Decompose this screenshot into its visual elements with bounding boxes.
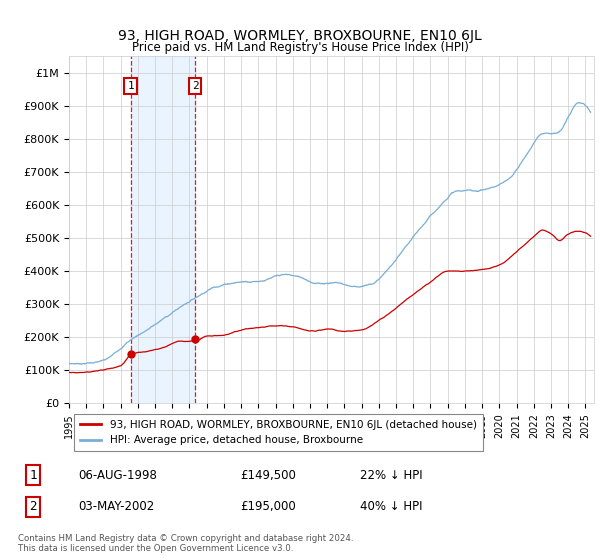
Text: 2: 2	[192, 81, 199, 91]
Text: 40% ↓ HPI: 40% ↓ HPI	[360, 500, 422, 513]
Text: 22% ↓ HPI: 22% ↓ HPI	[360, 469, 422, 482]
Text: 2: 2	[29, 500, 37, 513]
Legend: 93, HIGH ROAD, WORMLEY, BROXBOURNE, EN10 6JL (detached house), HPI: Average pric: 93, HIGH ROAD, WORMLEY, BROXBOURNE, EN10…	[74, 414, 483, 451]
Text: £195,000: £195,000	[240, 500, 296, 513]
Text: Contains HM Land Registry data © Crown copyright and database right 2024.
This d: Contains HM Land Registry data © Crown c…	[18, 534, 353, 553]
Text: 1: 1	[29, 469, 37, 482]
Bar	[131, 56, 195, 403]
Text: 93, HIGH ROAD, WORMLEY, BROXBOURNE, EN10 6JL: 93, HIGH ROAD, WORMLEY, BROXBOURNE, EN10…	[118, 29, 482, 44]
Text: 06-AUG-1998: 06-AUG-1998	[78, 469, 157, 482]
Text: 03-MAY-2002: 03-MAY-2002	[78, 500, 154, 513]
Text: Price paid vs. HM Land Registry's House Price Index (HPI): Price paid vs. HM Land Registry's House …	[131, 41, 469, 54]
Text: £149,500: £149,500	[240, 469, 296, 482]
Text: 1: 1	[127, 81, 134, 91]
